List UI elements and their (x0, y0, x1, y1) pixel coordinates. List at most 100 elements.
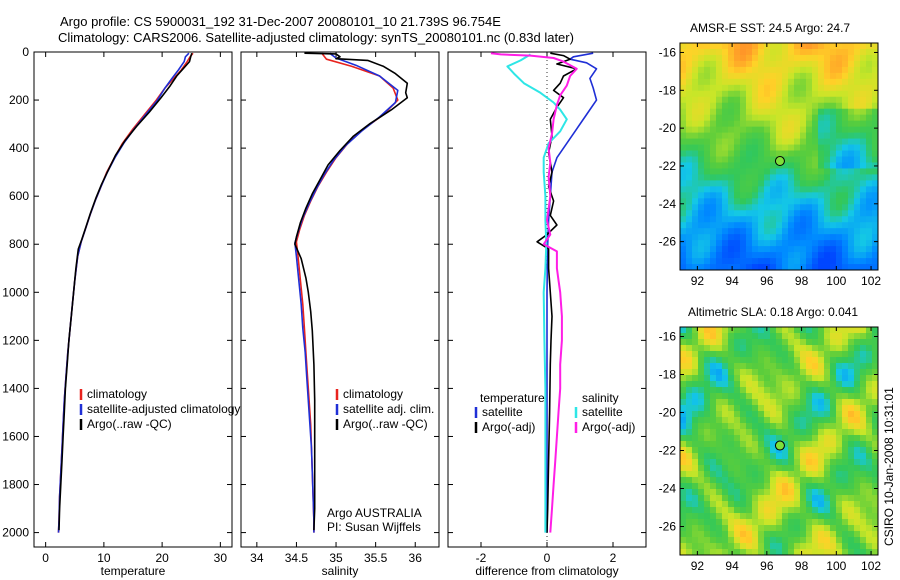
sst_map-cell (734, 180, 741, 187)
sst_map-cell (752, 126, 759, 133)
sla_map-cell (692, 399, 699, 406)
sst_map-cell (794, 96, 801, 104)
sla_map-cell (722, 519, 729, 526)
sst_map-cell (770, 150, 777, 157)
sst_map-cell (776, 180, 783, 187)
sst_map-cell (872, 234, 879, 241)
sst_map-cell (680, 120, 687, 128)
sst_map-cell (824, 72, 831, 80)
sst_map-cell (872, 228, 879, 235)
sla_map-cell (854, 495, 861, 502)
sst_map-cell (770, 156, 777, 163)
sla_map-cell (698, 387, 705, 394)
sla_map-cell (764, 375, 771, 382)
sla_map-cell (740, 441, 747, 448)
sla_map-cell (848, 531, 855, 538)
sla_map-cell (752, 537, 759, 544)
salinity-legend-label: Argo(..raw -QC) (343, 417, 428, 431)
sst_map-cell (806, 264, 813, 271)
sst_map-cell (752, 120, 759, 128)
sla_map-cell (692, 357, 699, 364)
sst_map-cell (800, 156, 807, 163)
sst_map-cell (866, 54, 873, 62)
sst_map-cell (842, 156, 849, 163)
sst_map-cell (764, 252, 771, 259)
sla_map-cell (794, 519, 801, 526)
sst_map-cell (872, 150, 879, 157)
sst_map-cell (866, 96, 873, 104)
sla_map-cell (860, 537, 867, 544)
sla_map-cell (728, 489, 735, 496)
sst_map-cell (836, 48, 843, 56)
sst_map-cell (860, 43, 867, 50)
sla_map-cell (824, 495, 831, 502)
sst_map-cell (740, 216, 747, 223)
difference-series-cyan (506, 53, 568, 533)
sst_map-cell (794, 258, 801, 265)
sst_map-cell (812, 210, 819, 217)
sst_map-cell (698, 204, 705, 211)
sst_map-cell (872, 84, 879, 92)
sst_map-cell (728, 90, 735, 98)
sla_map-cell (716, 333, 723, 340)
sst_map-cell (848, 54, 855, 62)
sla_map-cell (860, 519, 867, 526)
sla_map-cell (692, 327, 699, 334)
sst_map-cell (872, 60, 879, 68)
sst_map-cell (806, 162, 813, 169)
sla_map-cell (764, 447, 771, 454)
sla_map-cell (824, 507, 831, 514)
sla_map-cell (758, 465, 765, 472)
sla_map-cell (740, 357, 747, 364)
sla_map-cell (680, 393, 687, 400)
sla_map-cell (854, 357, 861, 364)
sla_map-cell (776, 351, 783, 358)
sst_map-cell (824, 84, 831, 92)
sst_map-cell (770, 96, 777, 104)
sst_map-cell (686, 72, 693, 80)
sla_map-cell (806, 357, 813, 364)
sla_map-cell (728, 399, 735, 406)
sst_map-cell (740, 162, 747, 169)
sla_map-cell (704, 327, 711, 334)
sla_map-cell (716, 477, 723, 484)
sla_map-cell (764, 477, 771, 484)
sst_map-cell (842, 180, 849, 187)
sst_map-cell (752, 210, 759, 217)
sst_map-cell (722, 60, 729, 68)
sla_map-cell (704, 423, 711, 430)
sst_map-cell (740, 222, 747, 229)
sla_map-cell (740, 531, 747, 538)
sst_map-cell (752, 138, 759, 145)
sla_map-cell (848, 327, 855, 334)
sla_map-cell (722, 423, 729, 430)
sst_map-cell (866, 43, 873, 50)
sst_map-cell (770, 90, 777, 98)
sst_map-cell (806, 102, 813, 110)
sst_map-cell (866, 174, 873, 181)
sla_map-cell (692, 369, 699, 376)
sst_map-cell (740, 204, 747, 211)
sst_map-cell (758, 120, 765, 128)
sla_map-cell (782, 357, 789, 364)
sst_map-cell (692, 156, 699, 163)
sla_map-cell (716, 453, 723, 460)
sst_map-cell (776, 186, 783, 193)
sla_map-cell (866, 339, 873, 346)
sst_map-cell (752, 96, 759, 104)
sla_map-cell (872, 507, 879, 514)
temperature-series-black (58, 52, 193, 531)
sst_map-cell (722, 216, 729, 223)
sst_map-cell (860, 162, 867, 169)
sla_map-cell (872, 345, 879, 352)
sla_map-cell (866, 441, 873, 448)
sst_map-cell (860, 258, 867, 265)
sst_map-cell (740, 192, 747, 199)
sst_map-cell (746, 240, 753, 247)
sla_map-ytick-label: -22 (659, 444, 677, 458)
sst_map-cell (830, 126, 837, 133)
sst_map-cell (722, 234, 729, 241)
sla_map-cell (824, 429, 831, 436)
sst_map-cell (776, 144, 783, 151)
sst_map-cell (848, 43, 855, 50)
